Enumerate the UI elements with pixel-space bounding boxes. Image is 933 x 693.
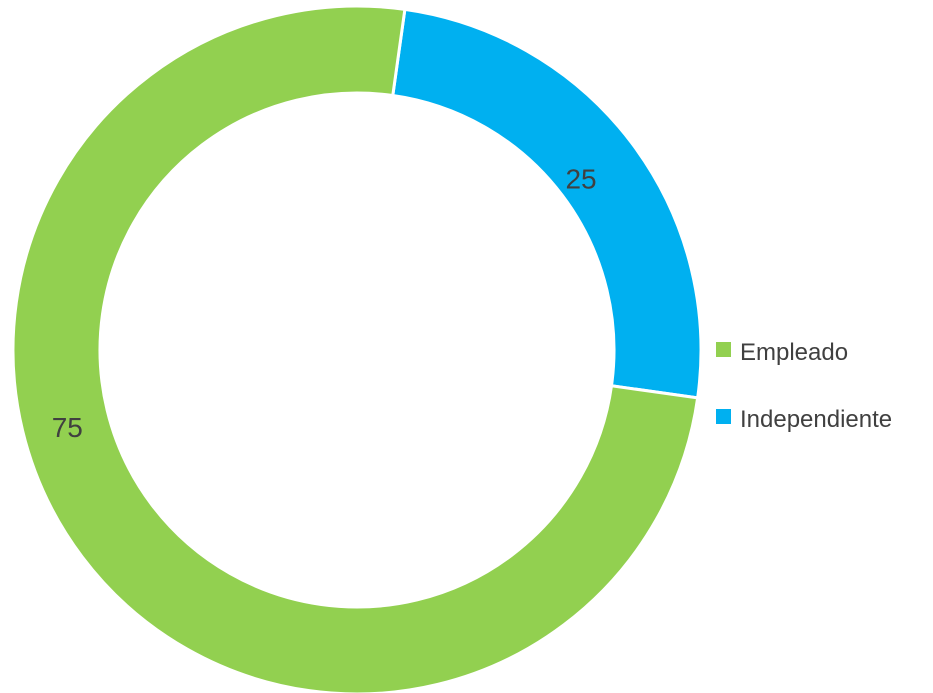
chart-data-labels: 25 75 — [52, 164, 597, 444]
chart-slices — [11, 4, 703, 693]
data-label-independiente: 25 — [565, 164, 596, 195]
legend-swatch-independiente — [716, 409, 731, 424]
legend-label-independiente: Independiente — [740, 406, 892, 433]
legend-swatch-empleado — [716, 342, 731, 357]
data-label-empleado: 75 — [52, 412, 83, 443]
slice-empleado — [11, 4, 700, 693]
slice-independiente — [391, 7, 703, 400]
legend-label-empleado: Empleado — [740, 339, 848, 366]
chart-legend: Empleado Independiente — [716, 339, 892, 433]
